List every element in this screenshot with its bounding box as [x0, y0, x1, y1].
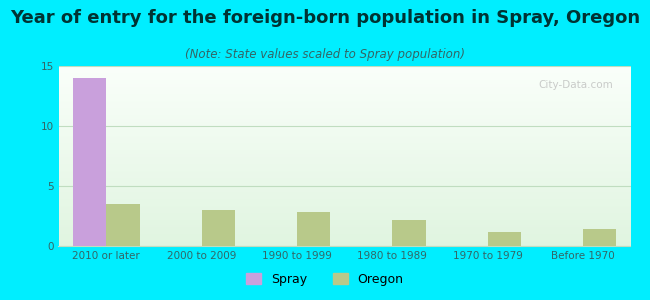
Bar: [392, 220, 426, 246]
Legend: Spray, Oregon: Spray, Oregon: [241, 268, 409, 291]
Text: City-Data.com: City-Data.com: [539, 80, 614, 90]
Text: Year of entry for the foreign-born population in Spray, Oregon: Year of entry for the foreign-born popul…: [10, 9, 640, 27]
Bar: [583, 229, 616, 246]
Bar: [488, 232, 521, 246]
Bar: [106, 204, 140, 246]
Text: (Note: State values scaled to Spray population): (Note: State values scaled to Spray popu…: [185, 48, 465, 61]
Bar: [202, 210, 235, 246]
Bar: [297, 212, 330, 246]
Bar: [73, 78, 106, 246]
